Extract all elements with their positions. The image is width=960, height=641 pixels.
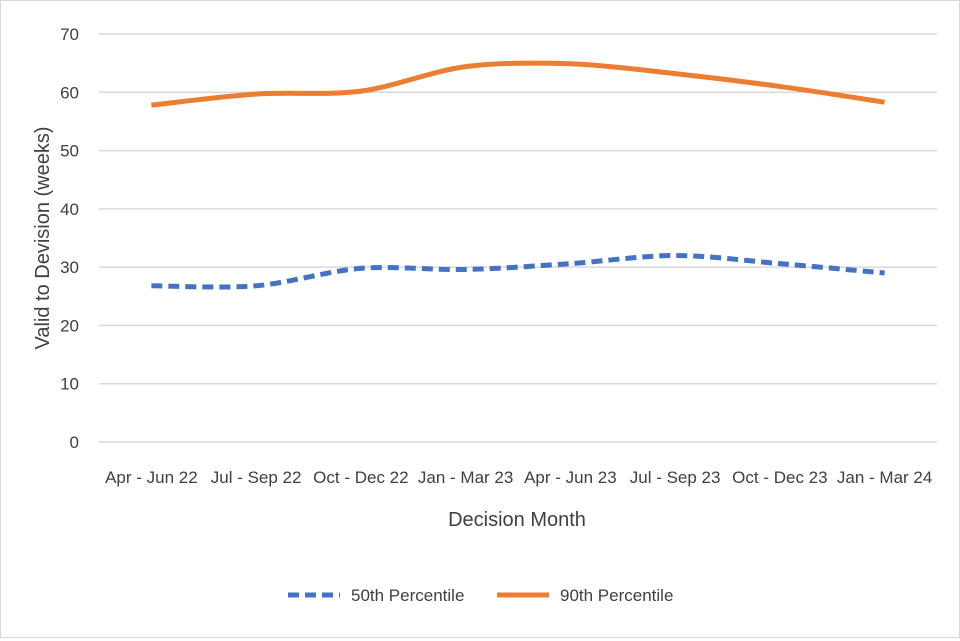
series-line-50th-percentile (151, 255, 884, 287)
y-tick-label: 0 (70, 433, 79, 452)
y-tick-label: 10 (60, 375, 79, 394)
legend-label: 90th Percentile (560, 586, 673, 605)
y-axis-title: Valid to Devision (weeks) (32, 126, 54, 349)
x-tick-label: Apr - Jun 22 (105, 468, 198, 487)
series-lines (151, 63, 884, 287)
y-tick-label: 20 (60, 316, 79, 335)
legend-label: 50th Percentile (351, 586, 464, 605)
x-tick-label: Jan - Mar 23 (418, 468, 513, 487)
legend: 50th Percentile 90th Percentile (288, 586, 673, 605)
x-axis-title: Decision Month (448, 509, 586, 531)
y-axis-ticks: 0 10 20 30 40 50 60 70 (60, 25, 79, 452)
y-tick-label: 70 (60, 25, 79, 44)
x-tick-label: Oct - Dec 23 (732, 468, 827, 487)
x-tick-label: Jul - Sep 22 (211, 468, 302, 487)
series-line-90th-percentile (151, 63, 884, 105)
x-tick-label: Jul - Sep 23 (630, 468, 721, 487)
x-tick-label: Apr - Jun 23 (524, 468, 617, 487)
y-tick-label: 30 (60, 258, 79, 277)
x-tick-label: Jan - Mar 24 (837, 468, 932, 487)
x-axis-ticks: Apr - Jun 22 Jul - Sep 22 Oct - Dec 22 Jan … (105, 468, 932, 487)
x-tick-label: Oct - Dec 22 (313, 468, 408, 487)
y-tick-label: 60 (60, 83, 79, 102)
y-tick-label: 50 (60, 142, 79, 161)
y-tick-label: 40 (60, 200, 79, 219)
